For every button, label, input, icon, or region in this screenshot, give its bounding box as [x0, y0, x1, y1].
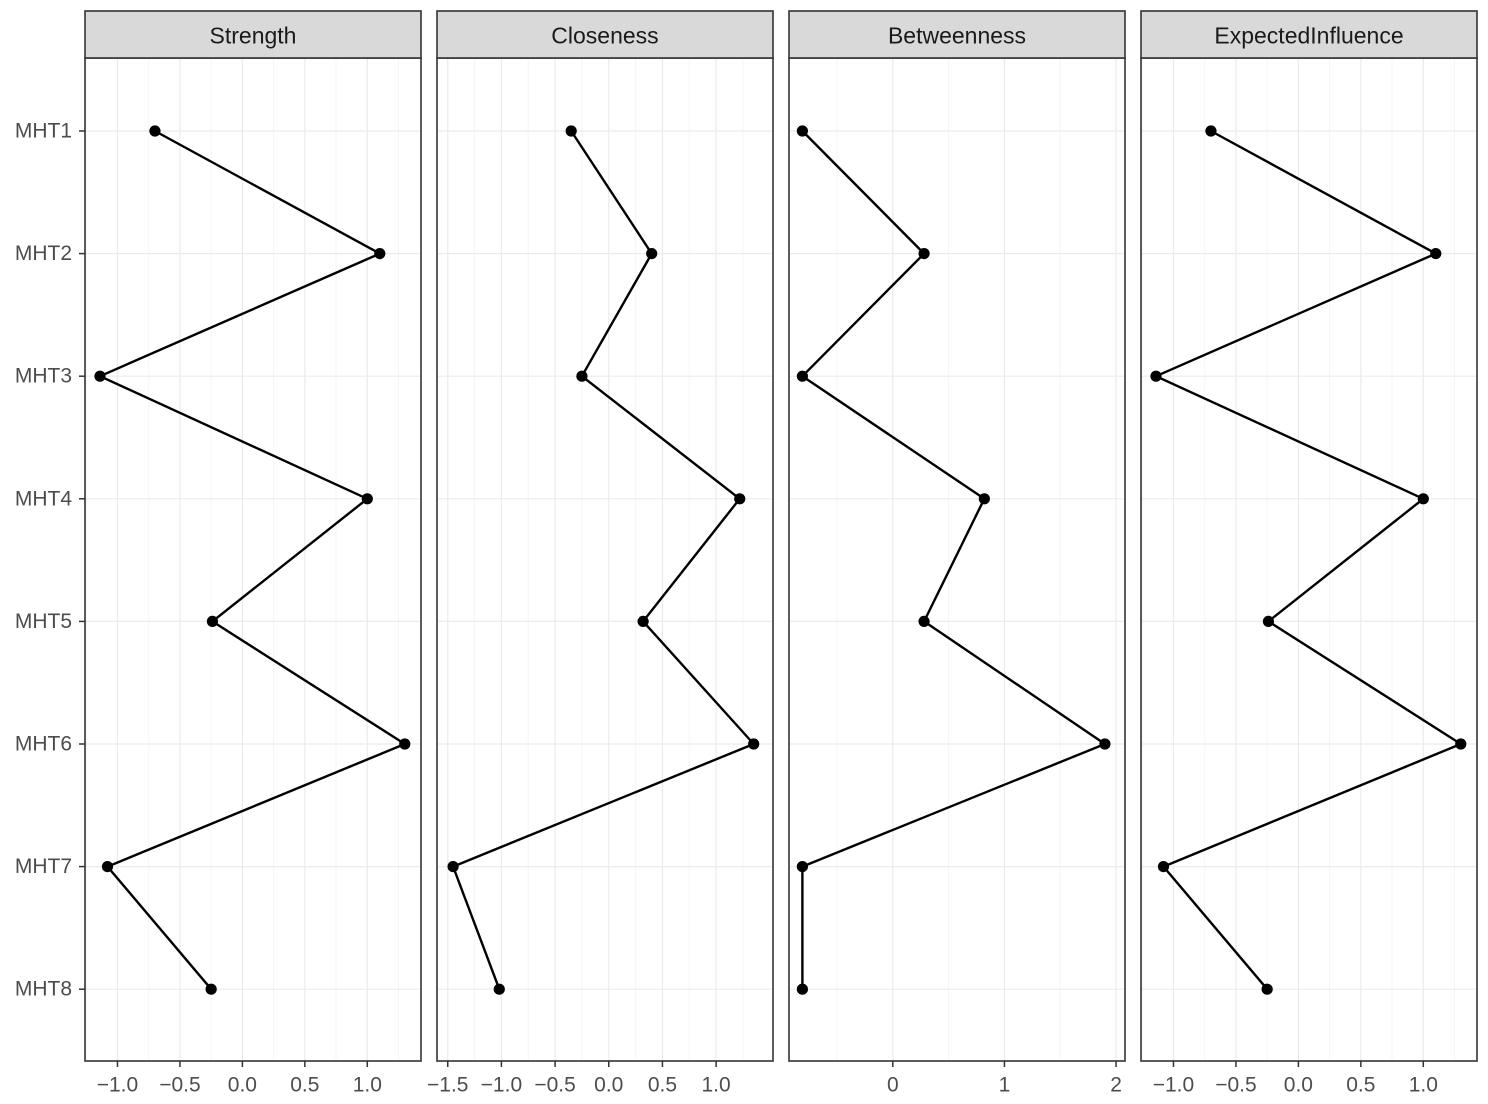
- x-tick-label: 0.5: [648, 1074, 677, 1097]
- data-point-mht6: [399, 738, 411, 750]
- y-tick-label: MHT8: [15, 978, 72, 1001]
- facet-strip-title: Closeness: [551, 23, 658, 49]
- panel-betweenness: Betweenness 0 1 2: [788, 10, 1126, 1097]
- data-point-mht8: [796, 983, 808, 995]
- data-point-mht8: [493, 983, 505, 995]
- data-point-mht5: [206, 615, 219, 628]
- panel-expectedinfluence: ExpectedInfluence −1.0 −0.5 0.0 0.5 1.0: [1140, 10, 1478, 1097]
- data-point-mht8: [1261, 983, 1273, 995]
- x-tick-label: 0.5: [290, 1074, 319, 1097]
- data-point-mht1: [565, 125, 577, 137]
- facet-strip: [1140, 10, 1478, 59]
- panel-background: [1141, 58, 1477, 1061]
- y-tick-label: MHT3: [15, 365, 72, 388]
- data-point-mht7: [101, 861, 114, 873]
- x-tick-label: −1.0: [97, 1074, 138, 1097]
- x-tick-label: 1.0: [353, 1074, 382, 1097]
- x-tick-label: −0.5: [159, 1074, 200, 1097]
- data-point-mht1: [1205, 125, 1217, 137]
- y-tick-label: MHT4: [15, 487, 72, 510]
- data-point-mht6: [748, 738, 760, 750]
- panel-background: [437, 58, 773, 1061]
- x-tick-label: 1.0: [1409, 1074, 1438, 1097]
- y-tick-label: MHT2: [15, 242, 72, 265]
- y-axis: MHT1 MHT2 MHT3 MHT4 MHT5 MHT6 MHT7 MHT8: [15, 120, 85, 1001]
- facet-strip-title: Strength: [210, 23, 297, 49]
- x-tick-label: 0.0: [1284, 1074, 1313, 1097]
- x-tick-label: 0: [887, 1074, 899, 1097]
- y-tick-label: MHT1: [15, 120, 72, 143]
- data-point-mht4: [361, 493, 373, 505]
- x-tick-label: −1.0: [1153, 1074, 1194, 1097]
- data-point-mht4: [1417, 493, 1429, 505]
- panel-background: [789, 58, 1125, 1061]
- data-point-mht7: [447, 861, 459, 873]
- facet-strip-title: ExpectedInfluence: [1214, 23, 1403, 49]
- data-point-mht7: [1157, 861, 1170, 873]
- data-point-mht3: [796, 370, 808, 382]
- data-point-mht1: [149, 125, 161, 137]
- data-point-mht2: [918, 248, 930, 260]
- x-tick-label: −1.5: [427, 1074, 468, 1097]
- data-point-mht5: [637, 615, 649, 628]
- series-line: [1154, 129, 1463, 990]
- data-point-mht5: [1262, 615, 1275, 628]
- x-tick-label: −1.0: [481, 1074, 522, 1097]
- data-point-mht3: [94, 370, 106, 382]
- data-point-mht4: [734, 493, 746, 505]
- data-point-mht3: [576, 370, 588, 382]
- data-point-mht1: [796, 125, 808, 137]
- facet-strip: [84, 10, 422, 59]
- x-tick-label: 1.0: [702, 1074, 731, 1097]
- x-tick-label: 1: [999, 1074, 1011, 1097]
- data-point-mht2: [646, 248, 658, 260]
- y-tick-label: MHT5: [15, 610, 72, 633]
- x-tick-label: 0.0: [228, 1074, 257, 1097]
- facet-strip: [436, 10, 774, 59]
- data-point-mht2: [1430, 248, 1442, 260]
- data-point-mht4: [978, 493, 990, 505]
- series-line: [801, 130, 1107, 990]
- panel-strength: Strength −1.0 −0.5 0.0 0.5 1.0: [84, 10, 422, 1097]
- series-line: [451, 130, 755, 990]
- x-tick-label: 0.0: [594, 1074, 623, 1097]
- data-point-mht5: [918, 615, 930, 628]
- facet-strip-title: Betweenness: [888, 23, 1026, 49]
- series-line: [98, 129, 406, 990]
- facet-strip: [788, 10, 1126, 59]
- data-point-mht7: [796, 861, 808, 873]
- data-point-mht6: [1455, 738, 1467, 750]
- panels: Strength −1.0 −0.5 0.0 0.5 1.0 Closeness −1.5 −1…: [84, 10, 1478, 1097]
- x-tick-label: −0.5: [534, 1074, 575, 1097]
- data-point-mht2: [374, 248, 386, 260]
- panel-background: [85, 58, 421, 1061]
- x-tick-label: 2: [1110, 1074, 1122, 1097]
- data-point-mht3: [1150, 370, 1162, 382]
- data-point-mht6: [1099, 738, 1111, 750]
- y-tick-label: MHT6: [15, 733, 72, 756]
- data-point-mht8: [205, 983, 217, 995]
- x-tick-label: −0.5: [1215, 1074, 1256, 1097]
- panel-closeness: Closeness −1.5 −1.0 −0.5 0.0 0.5 1.0: [427, 10, 774, 1097]
- y-tick-label: MHT7: [15, 855, 72, 878]
- x-tick-label: 0.5: [1346, 1074, 1375, 1097]
